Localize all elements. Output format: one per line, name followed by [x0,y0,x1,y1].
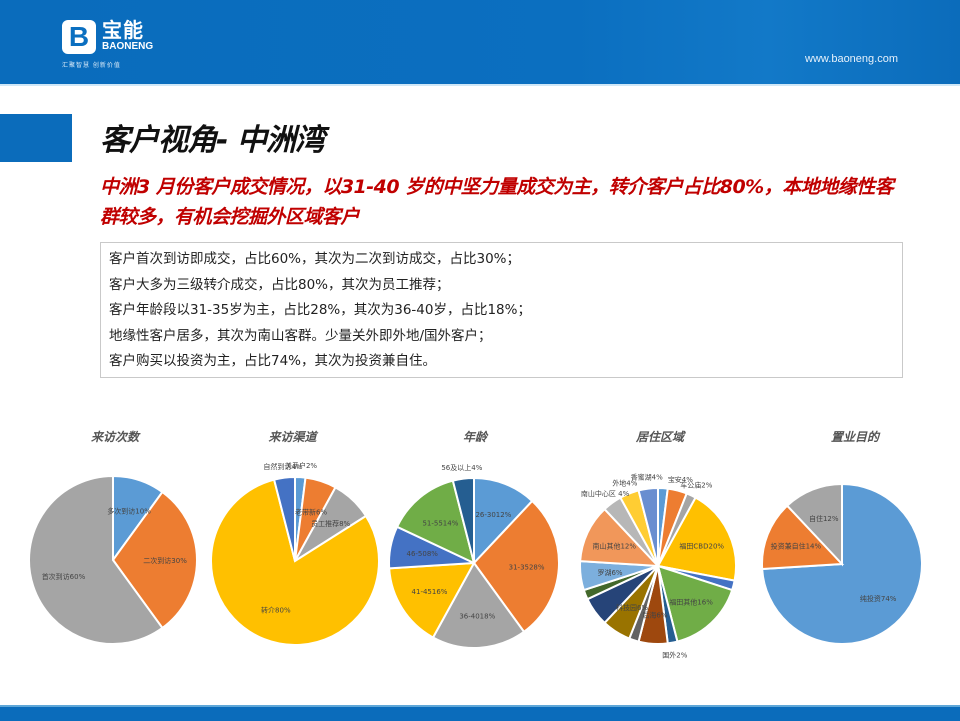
summary-line: 客户首次到访即成交，占比60%，其次为二次到访成交，占比30%； [109,251,521,267]
summary-line: 客户购买以投资为主，占比74%，其次为投资兼自住。 [109,353,437,369]
chart-visit-count: 来访次数 多次到访10% 二次到访30% 首次到访60% [25,428,205,658]
slice-label: 老带新6% [295,507,327,516]
slice-label: 31-3528% [509,563,545,571]
pie-slice [451,476,475,564]
pie-slice [656,564,734,643]
pie-slice [395,479,476,565]
slice-label: 投资兼自住14% [771,542,822,551]
slice-label: 南山其他12% [592,541,636,550]
pie-chart: 宝安4%车公庙2% 福田CBD20% 福田其他16% 国外2% 后海6%科技园6% 罗湖6… [579,473,737,659]
logo-chinese-name: 宝能 [102,18,144,42]
slice-label: 二次到访30% [143,556,187,565]
summary-line: 客户年龄段以31-35岁为主，占比28%，其次为36-40岁，占比18%； [109,302,531,318]
logo-english-name: BAONENG [102,41,154,52]
slice-label: 外地4% [612,478,637,487]
slice-label: 罗湖6% [597,568,622,577]
pie-slice [388,561,476,639]
slice-label: 41-4516% [412,588,448,596]
page-title: 客户视角- 中洲湾 [100,123,325,158]
summary-line: 地缘性客户居多，其次为南山客群。少量关外即外地/国外客户； [109,327,492,344]
slice-label: 46-508% [407,550,439,558]
pie-slice [637,486,659,567]
logo-b-icon: B [62,20,96,54]
pie-chart: 26-3012% 31-3528% 36-4018% 41-4516% 46-508% 5… [388,463,560,649]
chart-title: 置业目的 [830,430,879,444]
pie-chart: 关系户2% 老带新6% 员工推荐8% 转介80% 自然到访4% [210,461,380,646]
slice-label: 56及以上4% [441,463,482,472]
pie-slice [785,482,843,567]
slice-label: 车公庙2% [680,481,712,490]
slice-label: 员工推荐8% [311,519,350,528]
pie-slice [111,490,198,630]
chart-age: 年龄 26-3012% 31-3528% 36-4018% 41-4516% 46-50… [380,428,570,658]
slice-label: 国外2% [662,650,687,659]
chart-title: 居住区域 [635,430,684,444]
pie-slice [473,476,534,566]
pie-slice [28,474,164,645]
slice-label: 关系户2% [285,461,317,470]
pie-chart: 多次到访10% 二次到访30% 首次到访60% [28,474,198,645]
chart-title: 年龄 [462,430,487,444]
chart-purchase-purpose: 置业目的 纯投资74% 投资兼自住14% 自住12% [755,428,955,658]
pie-slice [656,496,737,582]
slice-label: 51-5514% [422,519,458,527]
slice-label: 宝安4% [668,475,693,484]
page-subtitle: 中洲3 月份客户成交情况，以31-40 岁的中坚力量成交为主，转介客户占比80%… [100,176,894,228]
pie-slice [272,475,296,562]
summary-line: 客户大多为三级转介成交，占比80%，其次为员工推荐； [109,276,450,293]
slice-label: 纯投资74% [860,594,897,603]
slice-label: 多次到访10% [107,506,151,515]
slice-label: 福田CBD20% [679,541,724,550]
slice-label: 福田其他16% [669,597,713,606]
slice-label: 自然到访4% [263,462,302,471]
slice-label: 26-3012% [475,511,511,519]
logo-slogan: 汇聚智慧 创新价值 [62,62,121,69]
pie-slice [210,478,380,646]
slice-label: 转介80% [261,605,291,614]
header-banner: B 宝能 BAONENG 汇聚智慧 创新价值 www.baoneng.com [0,0,960,86]
pie-slice [472,499,560,634]
pie-slice [761,504,845,571]
chart-residence-area: 居住区域 宝安4% 车公庙2% 福田CBD20% 福田其他16% 国外2% 后海6% 科技园… [565,428,755,659]
summary-box: 客户首次到访即成交，占比60%，其次为二次到访成交，占比30%； 客户大多为三级… [100,242,903,378]
slice-label: 自住12% [809,514,839,523]
slice-label: 36-4018% [459,613,495,621]
slice-label: 首次到访60% [42,572,86,581]
slice-label: 科技园6% [616,603,648,612]
chart-visit-channel: 来访渠道 关系户2% 老带新6% 员工推荐8% 转介80% 自然到访4% [205,428,380,658]
pie-slice [431,561,526,649]
slice-label: 南山中心区 4% [581,489,630,498]
pie-chart: 纯投资74% 投资兼自住14% 自住12% [761,482,923,645]
chart-title: 来访渠道 [268,430,317,444]
footer-bar [0,705,960,721]
slice-label: 后海6% [642,610,667,619]
title-accent-bar [0,114,72,162]
chart-title: 来访次数 [90,430,139,444]
slice-label: 香蜜湖4% [631,473,663,482]
website-url: www.baoneng.com [805,53,898,65]
baoneng-logo: B 宝能 BAONENG 汇聚智慧 创新价值 [62,18,154,69]
